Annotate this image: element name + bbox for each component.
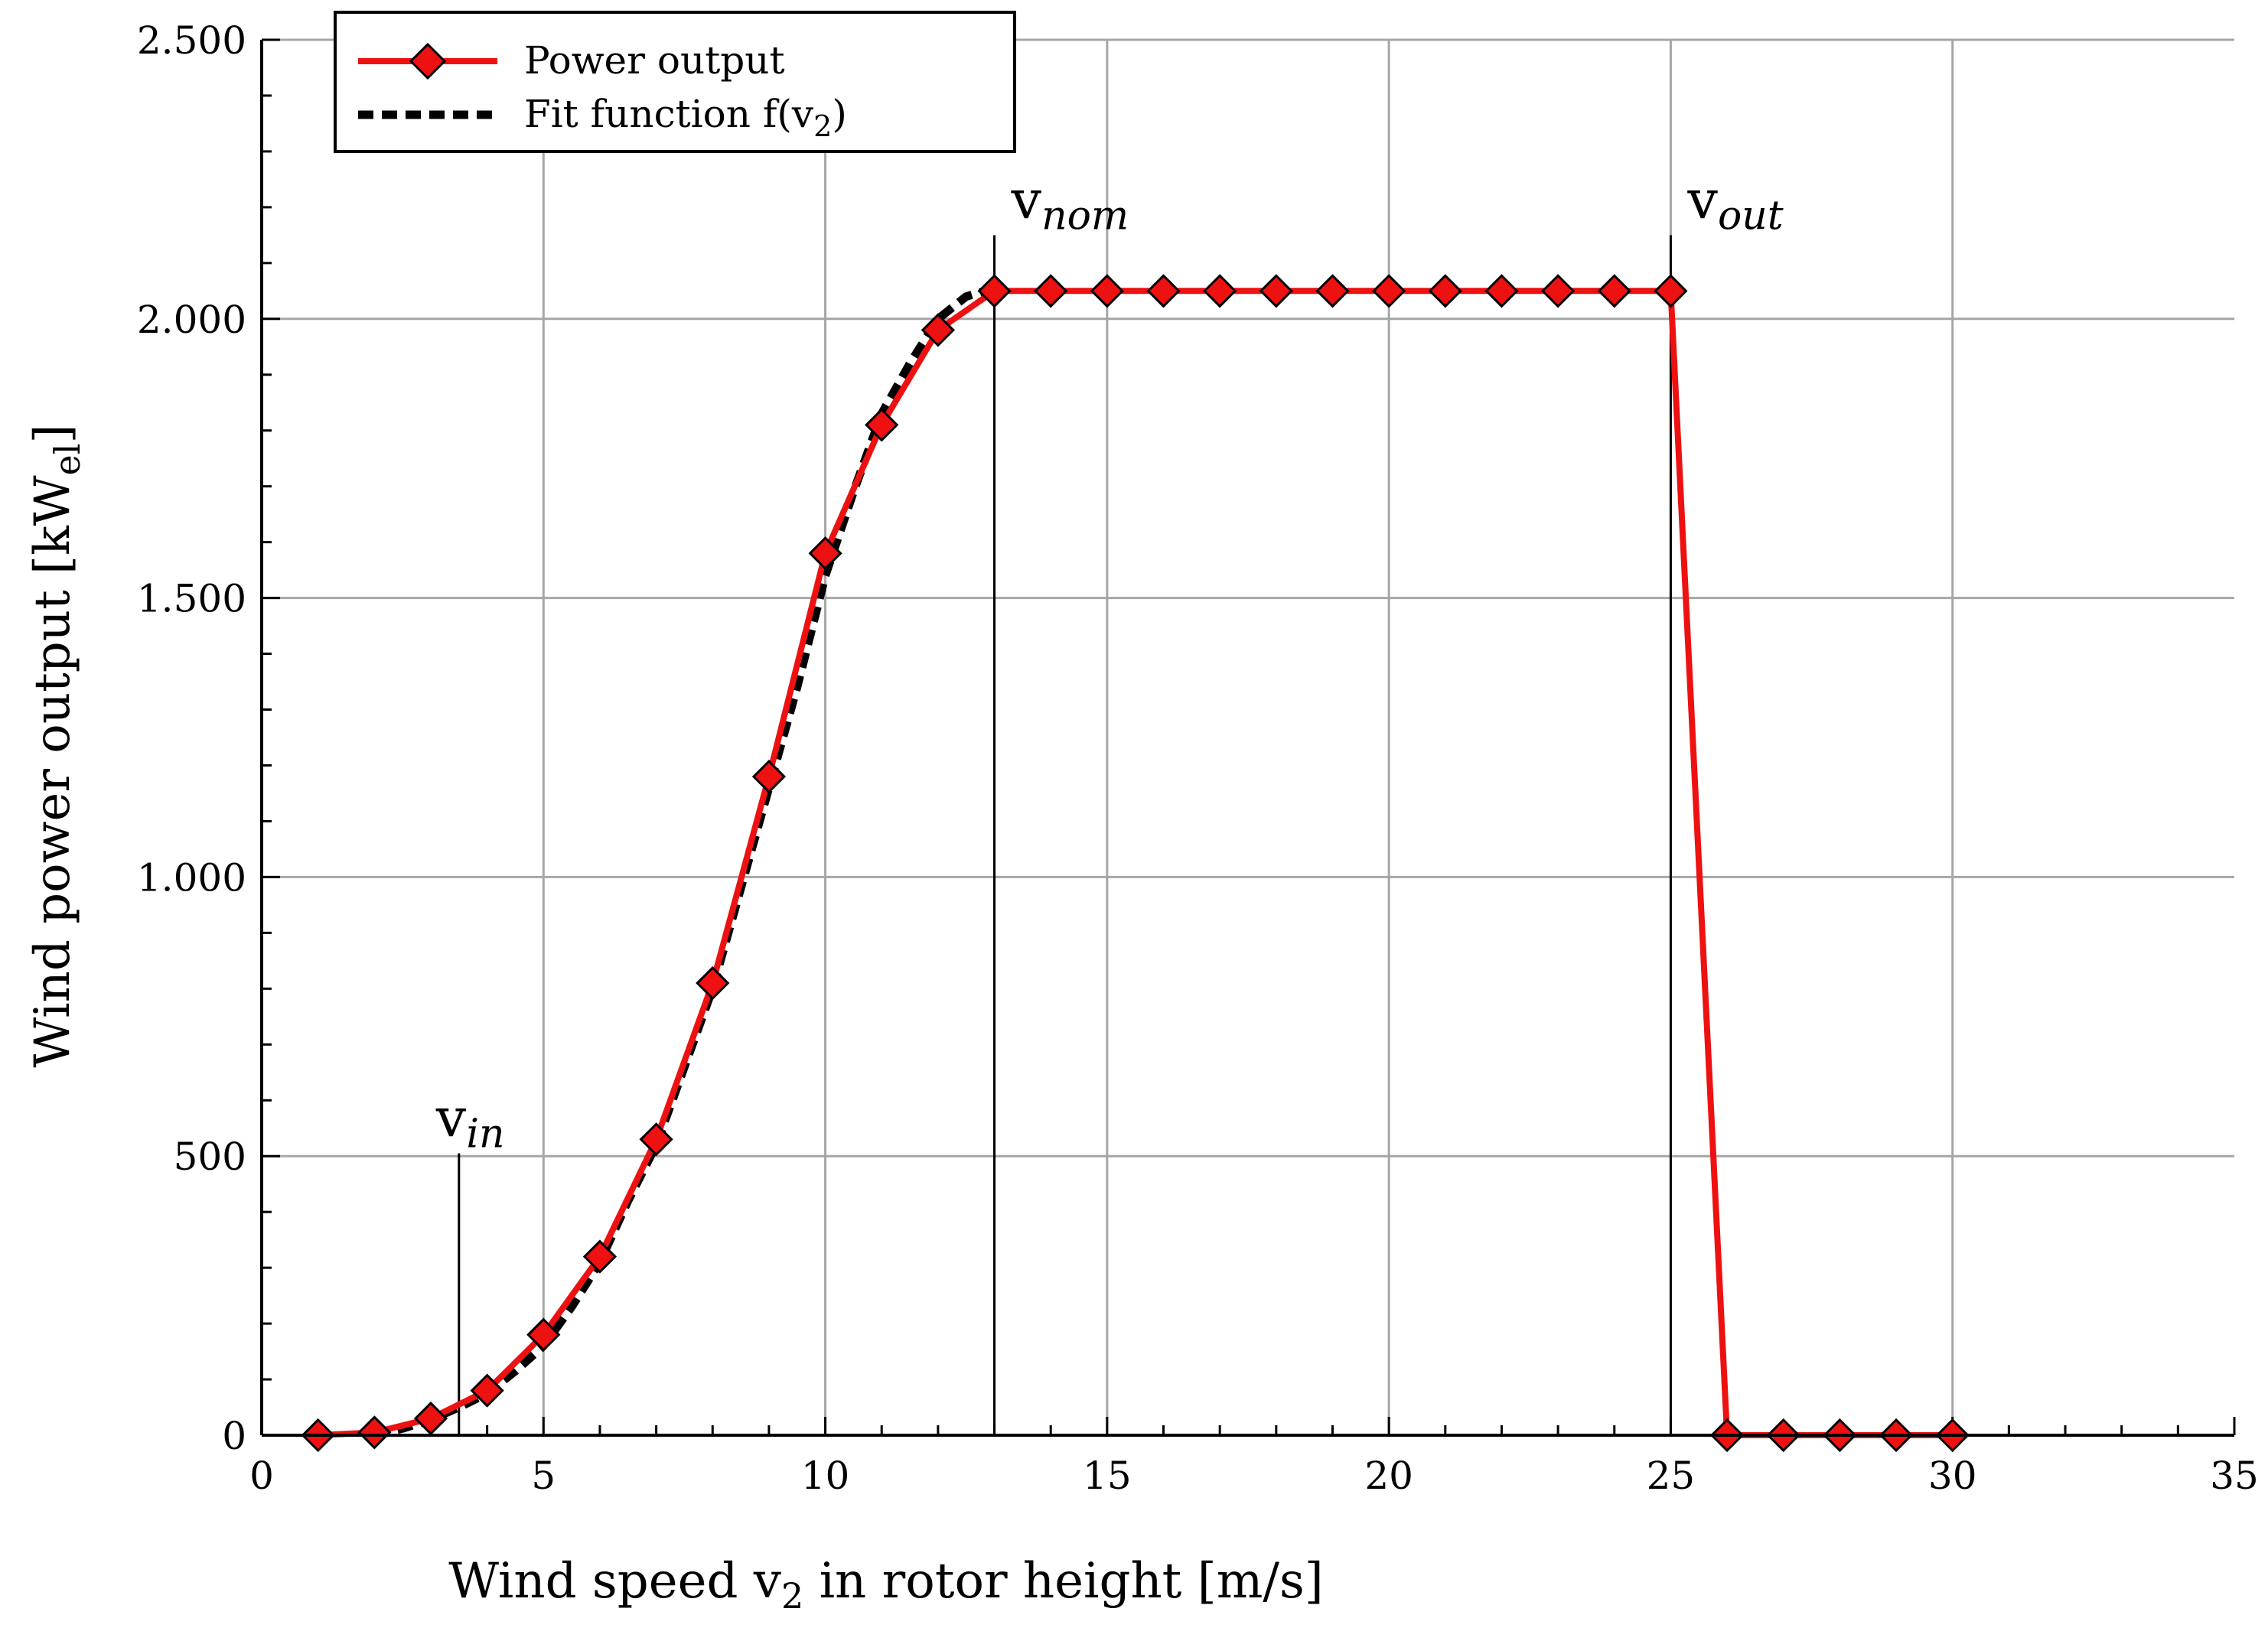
x-axis-title: Wind speed v2 in rotor height [m/s]: [448, 1553, 1324, 1617]
power-output-point: [751, 759, 787, 794]
power-output-point: [1203, 274, 1237, 308]
power-output-point: [357, 1415, 392, 1450]
power-output-point: [470, 1373, 504, 1408]
y-tick-label: 1.500: [137, 577, 246, 621]
annotation-label-nom: vnom: [1011, 168, 1129, 239]
y-tick-label: 500: [174, 1135, 246, 1179]
power-output-point: [1034, 274, 1068, 308]
power-output-point: [921, 313, 956, 347]
y-tick-label: 2.000: [137, 298, 246, 342]
power-output-point: [865, 408, 899, 442]
x-tick-label: 5: [531, 1454, 556, 1498]
legend-box: [334, 11, 1016, 153]
power-output-point: [808, 536, 842, 571]
power-output-point: [1654, 274, 1688, 308]
power-output-point: [977, 274, 1012, 308]
y-tick-label: 2.500: [137, 18, 246, 63]
power-output-point: [582, 1239, 618, 1274]
annotation-label-in: vin: [435, 1087, 505, 1158]
series-layer: [301, 274, 1970, 1453]
legend: Power output Fit function f(v2): [334, 11, 1016, 153]
x-tick-label: 10: [801, 1454, 850, 1498]
axis-ticks: [260, 38, 2236, 1437]
power-output-point: [413, 1401, 448, 1436]
power-output-point: [1372, 274, 1406, 308]
tick-labels: 0 5 10 15 20 25 30 35 0 500 1.000 1.500 2.000 2.500: [137, 18, 2259, 1498]
legend-fit-label: Fit function f(v2): [524, 92, 847, 143]
y-tick-label: 0: [222, 1414, 246, 1458]
annotation-label-out: vout: [1686, 168, 1783, 239]
power-output-point: [1540, 274, 1576, 308]
x-tick-label: 0: [249, 1454, 274, 1498]
power-output-point: [696, 965, 730, 1001]
power-output-point: [1428, 274, 1462, 308]
power-output-point: [1484, 274, 1519, 308]
annotations: vin vnom vout: [435, 168, 1784, 1435]
axes: [260, 40, 2234, 1437]
power-output-point: [1146, 274, 1181, 308]
power-output-point: [639, 1122, 673, 1157]
legend-power-label: Power output: [524, 38, 785, 83]
x-tick-label: 35: [2210, 1454, 2259, 1498]
x-tick-label: 30: [1928, 1454, 1977, 1498]
x-tick-label: 15: [1083, 1454, 1132, 1498]
power-output-line: [318, 288, 1953, 1438]
y-axis-title: Wind power output [kWel]: [24, 425, 88, 1068]
power-output-point: [526, 1317, 561, 1352]
power-output-point: [1090, 274, 1124, 308]
x-tick-label: 20: [1364, 1454, 1413, 1498]
power-output-point: [1315, 274, 1350, 308]
grid-lines: [262, 38, 2234, 1435]
power-output-point: [1597, 274, 1631, 308]
fit-function-line: [373, 284, 996, 1440]
legend-power-marker: [409, 42, 447, 80]
y-tick-label: 1.000: [137, 855, 246, 900]
power-output-point: [1259, 274, 1293, 308]
x-tick-label: 25: [1647, 1454, 1696, 1498]
